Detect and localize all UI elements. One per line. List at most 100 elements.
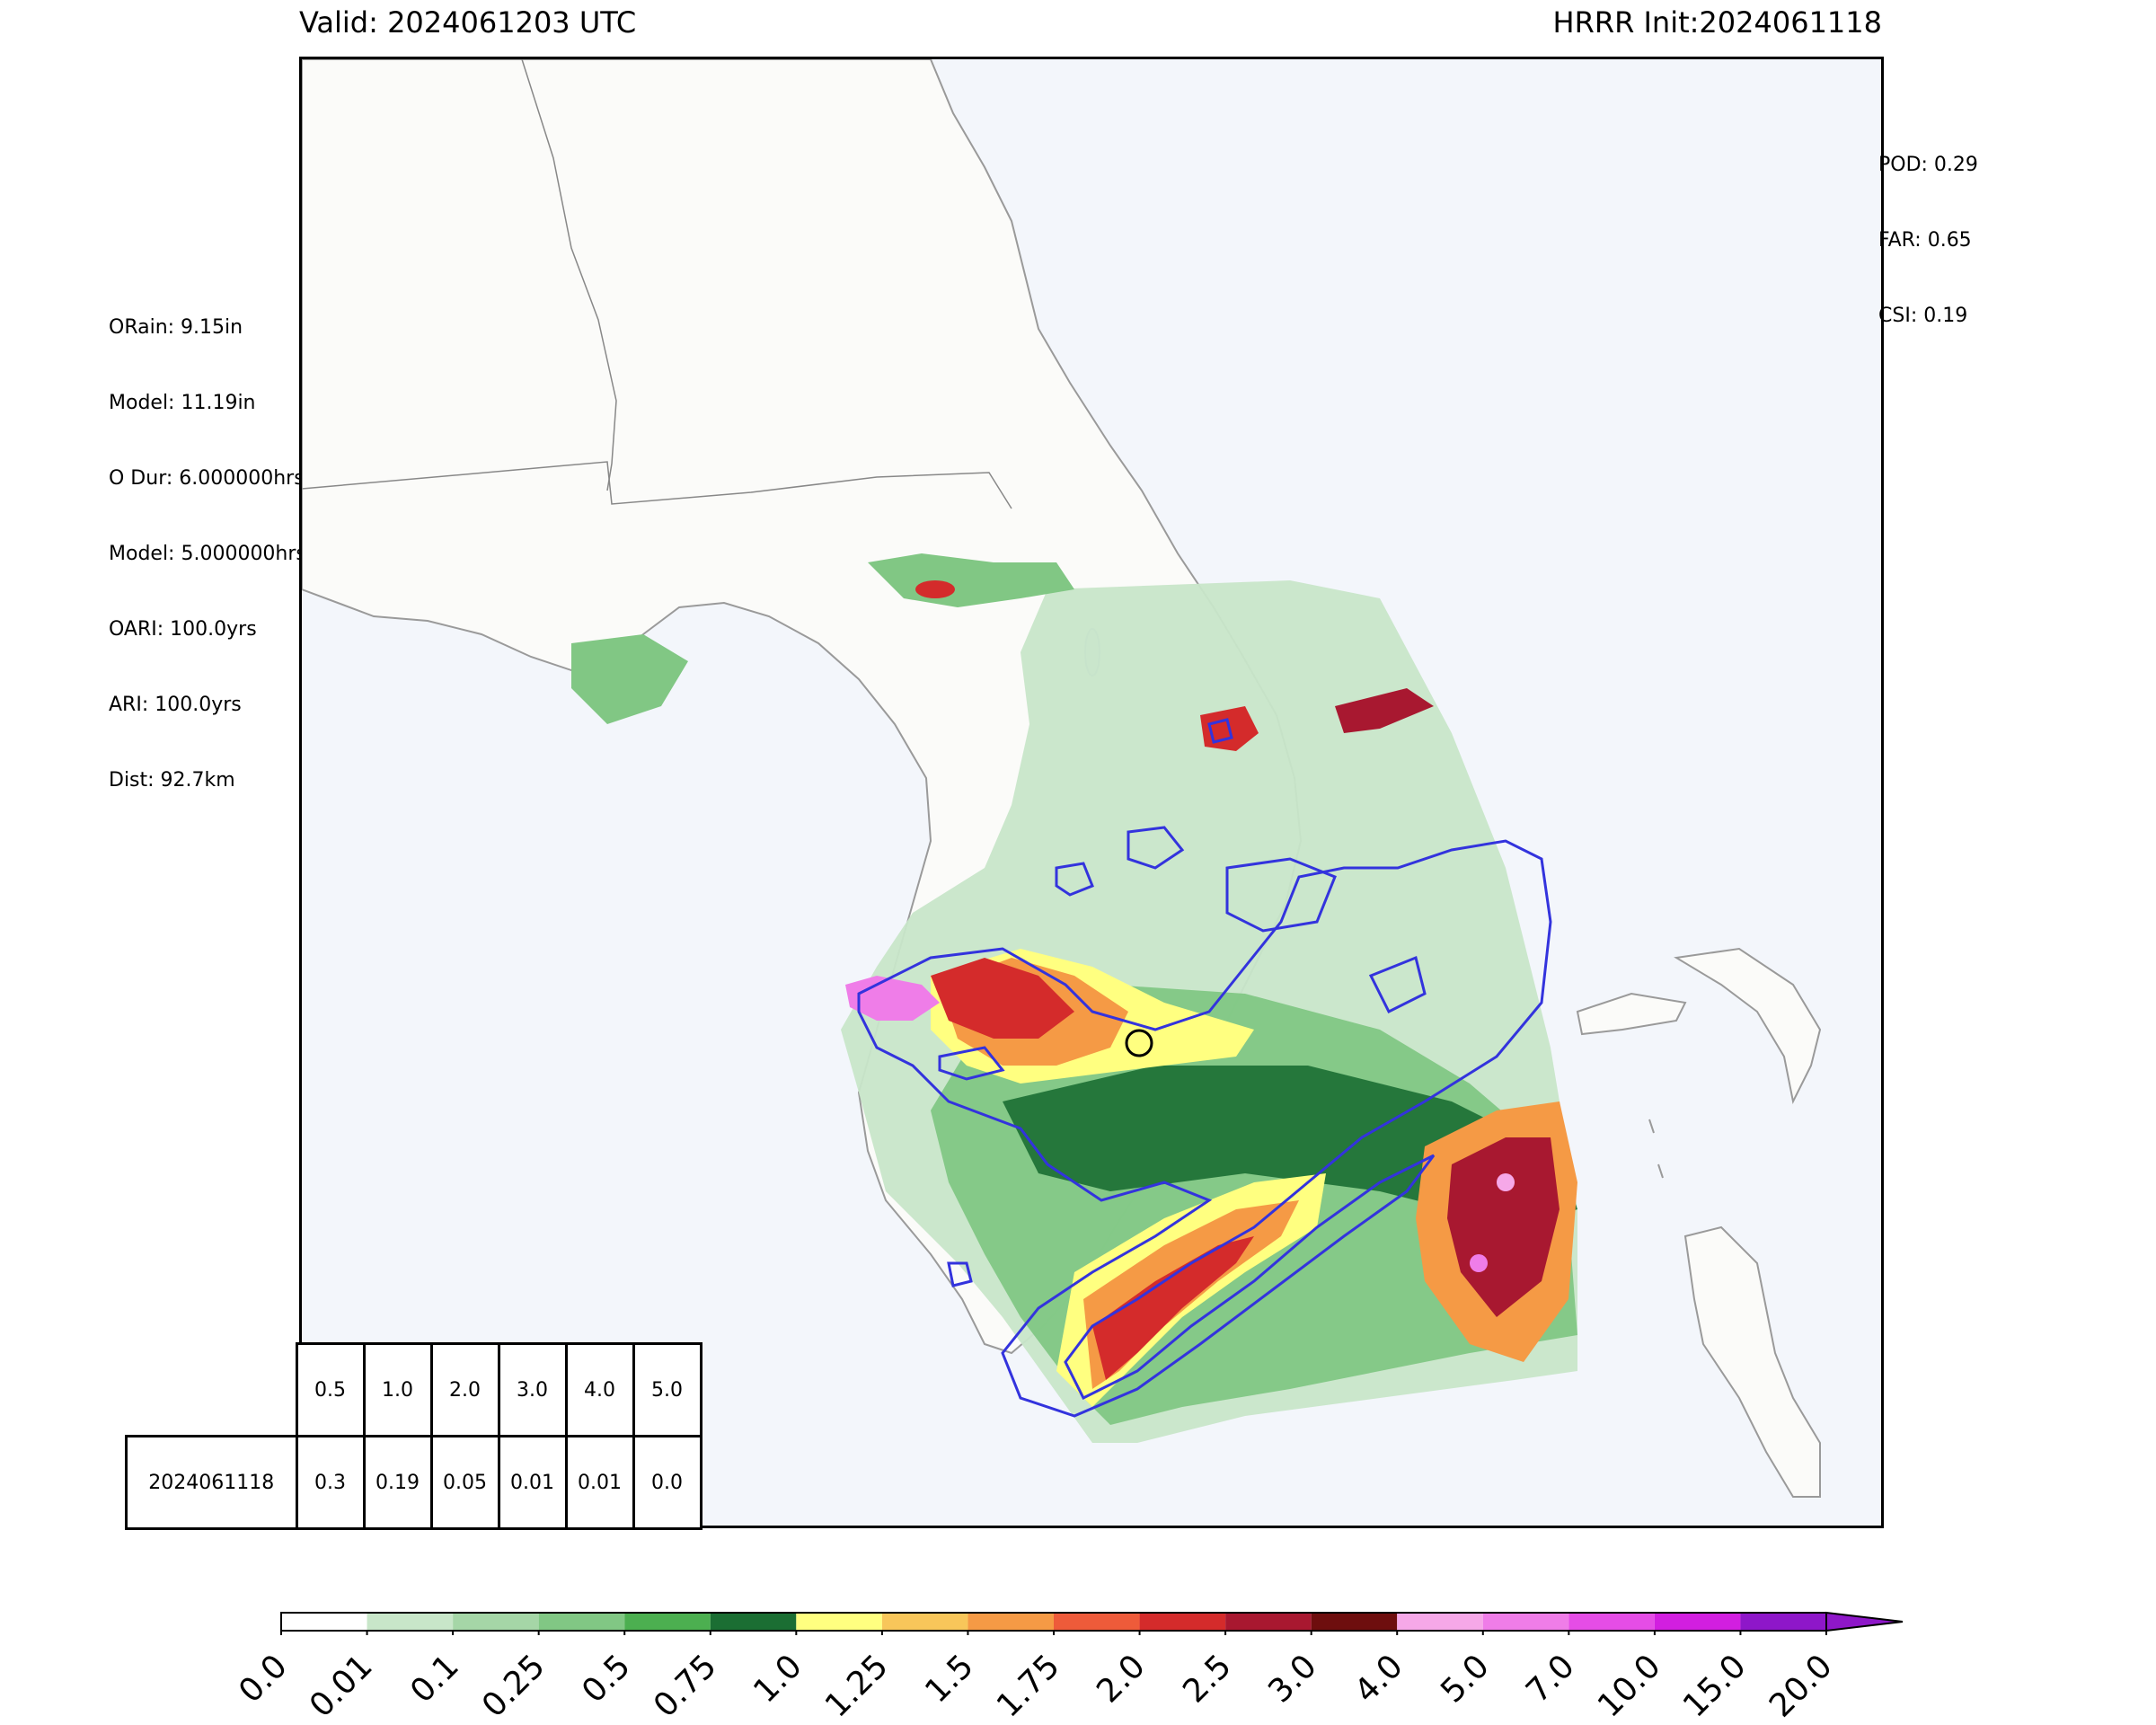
colorbar-tick-label: 7.0 (1519, 1648, 1582, 1711)
observed-contour-main (857, 839, 1552, 1418)
model-ari-label: ARI: 100.0yrs (109, 694, 242, 716)
colorbar-swatch (1139, 1613, 1226, 1631)
observed-contour-small-2 (1055, 862, 1094, 897)
map-canvas (302, 59, 1881, 1526)
forecast-precip-field (571, 553, 1577, 1443)
colorbar-swatch (624, 1613, 711, 1631)
colorbar-swatch (1397, 1613, 1483, 1631)
pod-label: POD: 0.29 (1878, 154, 1978, 176)
skill-value-cell: 0.01 (497, 1435, 568, 1530)
colorbar-tick-label: 1.25 (817, 1648, 896, 1725)
colorbar-tick-label: 1.0 (747, 1648, 809, 1711)
precip-north-cell-core (915, 580, 955, 598)
valid-time-title: Valid: 2024061203 UTC (299, 5, 637, 40)
skill-value-cell: 0.05 (429, 1435, 500, 1530)
threshold-cell: 3.0 (497, 1342, 568, 1438)
skill-table: 0.5 1.0 2.0 3.0 4.0 5.0 2024061118 0.3 0… (125, 1342, 702, 1530)
model-rain-label: Model: 11.19in (109, 392, 256, 414)
colorbar-swatch (538, 1613, 625, 1631)
colorbar-swatch (1740, 1613, 1826, 1631)
colorbar-swatch (968, 1613, 1054, 1631)
island-bimini (1648, 1119, 1664, 1179)
colorbar-swatch (881, 1613, 968, 1631)
colorbar-tick-label: 1.75 (989, 1648, 1067, 1725)
colorbar-tick-label: 2.5 (1176, 1648, 1239, 1711)
skill-value-cell: 0.19 (362, 1435, 433, 1530)
colorbar-swatch (367, 1613, 454, 1631)
island-abaco (1674, 947, 1822, 1105)
colorbar-tick-labels: 0.0 0.01 0.1 0.25 0.5 0.75 1.0 1.25 1.5 1.75 2.0 2.… (232, 1639, 1913, 1725)
colorbar-tick-label: 15.0 (1676, 1648, 1754, 1725)
colorbar-tick-label: 0.01 (303, 1648, 381, 1725)
precip-ne-cell (1335, 688, 1434, 733)
colorbar-swatches (280, 1611, 1904, 1636)
colorbar-tick-label: 1.5 (918, 1648, 981, 1711)
colorbar-swatch (1311, 1613, 1398, 1631)
precip-east-cell-pink-2 (1470, 1254, 1488, 1272)
skill-table-corner (127, 1344, 297, 1437)
observed-contour-ne (1207, 718, 1233, 744)
threshold-cell: 4.0 (564, 1342, 635, 1438)
state-boundary-al-ga (521, 59, 617, 491)
colorbar-tick-label: 0.1 (403, 1648, 466, 1711)
model-duration-label: Model: 5.000000hrs (109, 543, 306, 565)
threshold-cell: 2.0 (429, 1342, 500, 1438)
precip-south-band-red (1092, 1236, 1254, 1380)
colorbar-swatch (1054, 1613, 1140, 1631)
colorbar-tick-label: 3.0 (1261, 1648, 1325, 1711)
island-andros (1683, 1225, 1821, 1498)
distance-label: Dist: 92.7km (109, 769, 235, 792)
colorbar-swatch (710, 1613, 797, 1631)
precipitation-map (299, 57, 1884, 1528)
threshold-cell: 1.0 (362, 1342, 433, 1438)
colorbar-tick-label: 20.0 (1762, 1648, 1840, 1725)
colorbar-swatch (1482, 1613, 1569, 1631)
skill-table-header-row: 0.5 1.0 2.0 3.0 4.0 5.0 (127, 1342, 702, 1438)
colorbar-swatch (453, 1613, 539, 1631)
colorbar-tick-label: 10.0 (1590, 1648, 1668, 1725)
observed-rain-label: ORain: 9.15in (109, 316, 243, 339)
csi-label: CSI: 0.19 (1878, 305, 1968, 327)
colorbar-tick-label: 2.0 (1090, 1648, 1153, 1711)
precip-panhandle-cell (571, 634, 688, 724)
observed-contours (857, 718, 1552, 1418)
state-boundary-ga-fl (302, 461, 1012, 509)
colorbar-swatch (281, 1613, 367, 1631)
target-location-marker (1125, 1029, 1153, 1057)
island-grand-bahama (1576, 992, 1687, 1036)
observed-duration-label: O Dur: 6.000000hrs (109, 467, 305, 490)
skill-value-cell: 0.0 (632, 1435, 702, 1530)
observed-contour-small-1 (1127, 826, 1185, 870)
threshold-cell: 5.0 (632, 1342, 702, 1438)
colorbar-tick-label: 5.0 (1433, 1648, 1497, 1711)
verification-stats-panel: POD: 0.29 FAR: 0.65 CSI: 0.19 (1878, 102, 1978, 354)
threshold-cell: 0.5 (295, 1342, 366, 1438)
colorbar-tick-label: 0.0 (232, 1648, 295, 1711)
colorbar-tick-label: 0.25 (474, 1648, 552, 1725)
far-label: FAR: 0.65 (1878, 229, 1972, 252)
precip-central-cell-pink (845, 976, 940, 1021)
run-label-cell: 2024061118 (125, 1435, 298, 1530)
skill-value-cell: 0.3 (295, 1435, 366, 1530)
colorbar-swatch (1225, 1613, 1312, 1631)
colorbar-tick-label: 0.5 (575, 1648, 638, 1711)
observed-contour-small-3 (938, 1046, 1005, 1081)
precip-colorbar: 0.0 0.01 0.1 0.25 0.5 0.75 1.0 1.25 1.5 1.75 2.0 2.… (232, 1608, 1913, 1725)
precip-east-cell-red (1447, 1137, 1560, 1317)
colorbar-swatch (796, 1613, 882, 1631)
model-init-title: HRRR Init:2024061118 (1552, 5, 1882, 40)
skill-table-row: 2024061118 0.3 0.19 0.05 0.01 0.01 0.0 (125, 1435, 702, 1530)
skill-value-cell: 0.01 (564, 1435, 635, 1530)
rainfall-stats-panel: ORain: 9.15in Model: 11.19in O Dur: 6.00… (109, 265, 306, 818)
colorbar-extend-arrow (1825, 1611, 1904, 1632)
colorbar-tick-label: 4.0 (1348, 1648, 1410, 1711)
colorbar-swatch (1654, 1613, 1741, 1631)
colorbar-tick-label: 0.75 (646, 1648, 724, 1725)
colorbar-swatch (1568, 1613, 1655, 1631)
observed-ari-label: OARI: 100.0yrs (109, 618, 257, 641)
observed-contour-small-4 (947, 1261, 973, 1287)
precip-central-cell-red (931, 958, 1074, 1039)
precip-east-cell-pink (1497, 1173, 1515, 1191)
observed-contour-small-5 (1368, 955, 1427, 1014)
observed-contour-north-blob (1225, 857, 1337, 933)
